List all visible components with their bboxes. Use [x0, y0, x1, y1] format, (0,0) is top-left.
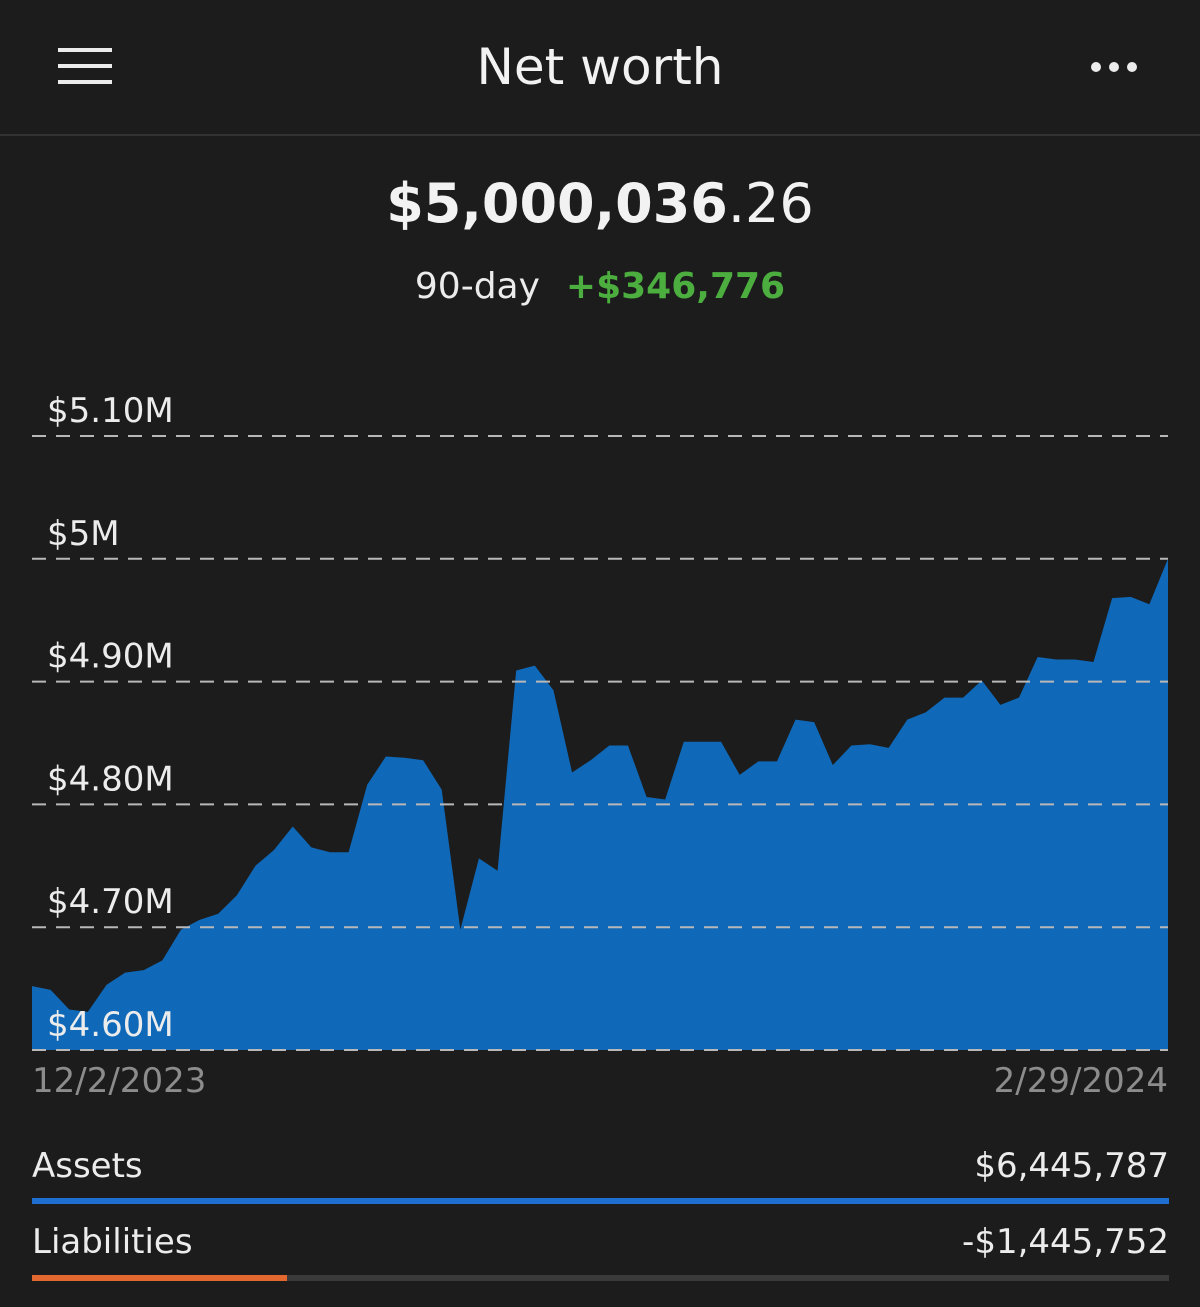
row-amount: -$1,445,752	[962, 1222, 1169, 1262]
change-value: +$346,776	[565, 266, 786, 307]
row-label: Assets	[32, 1146, 143, 1186]
amount-cents: .26	[727, 172, 814, 235]
more-button[interactable]	[1090, 60, 1140, 74]
x-tick-label: 12/2/2023	[32, 1061, 206, 1101]
amount-whole: $5,000,036	[386, 172, 728, 235]
y-tick-label: $4.60M	[47, 1005, 174, 1045]
y-tick-label: $4.70M	[47, 882, 174, 922]
assets-bar	[32, 1198, 1169, 1204]
row-amount: $6,445,787	[974, 1146, 1169, 1186]
menu-button[interactable]	[58, 48, 118, 88]
header: Net worth	[0, 0, 1200, 136]
row-label: Liabilities	[32, 1222, 193, 1262]
net-worth-amount: $5,000,036.26	[0, 172, 1200, 235]
y-tick-label: $4.80M	[47, 759, 174, 799]
chart: $4.60M $4.70M $4.80M $4.90M $5M $5.10M 12/2/20…	[32, 391, 1168, 1101]
y-tick-label: $5.10M	[47, 391, 174, 431]
liabilities-bar	[32, 1275, 287, 1281]
liabilities-track	[32, 1275, 1169, 1281]
period-change: 90-day +$346,776	[0, 266, 1200, 307]
liabilities-row[interactable]: Liabilities -$1,445,752	[32, 1222, 1169, 1262]
y-tick-label: $5M	[47, 514, 120, 554]
period-label: 90-day	[414, 266, 540, 307]
y-tick-label: $4.90M	[47, 637, 174, 677]
x-tick-label: 2/29/2024	[994, 1061, 1168, 1101]
assets-row[interactable]: Assets $6,445,787	[32, 1146, 1169, 1186]
page-title: Net worth	[476, 38, 724, 96]
